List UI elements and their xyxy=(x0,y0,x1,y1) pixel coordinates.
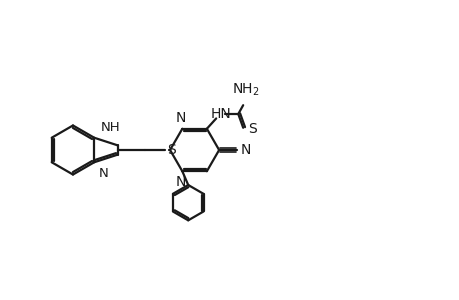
Text: S: S xyxy=(247,122,256,136)
Text: NH: NH xyxy=(101,121,120,134)
Text: N: N xyxy=(99,167,109,180)
Text: HN: HN xyxy=(210,107,230,121)
Text: N: N xyxy=(240,143,250,157)
Text: NH$_2$: NH$_2$ xyxy=(232,81,259,98)
Text: S: S xyxy=(167,143,176,157)
Text: N: N xyxy=(175,175,185,189)
Text: N: N xyxy=(175,111,185,125)
